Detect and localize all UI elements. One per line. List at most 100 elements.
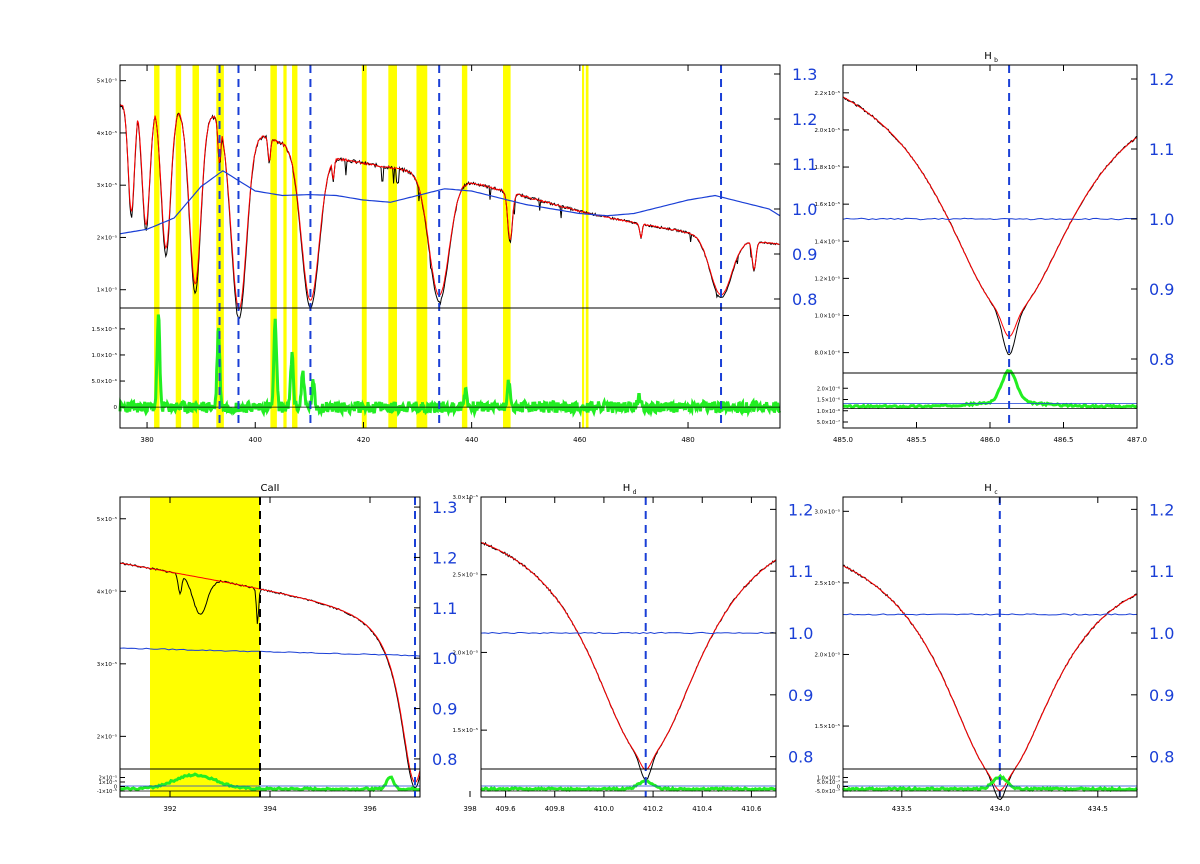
y-tick-label: 2.0×10⁻⁵ [815,651,840,658]
x-tick-label: 460 [573,436,586,444]
residual-y-tick-label: 2.0×10⁻⁶ [817,386,840,392]
y-tick-label: 2×10⁻⁵ [97,234,117,241]
panel-title: CaII [260,483,279,494]
right-y-tick-label: 0.8 [1149,350,1174,369]
residual-y-tick-label: 5.0×10⁻⁶ [92,378,118,385]
observed-spectrum-line [842,564,1138,801]
right-y-tick-label: 1.2 [792,110,817,129]
x-tick-label: 409.6 [496,805,517,813]
y-tick-label: 2.2×10⁻⁵ [815,90,840,97]
highlight-band [361,65,367,428]
right-y-tick-label: 1.1 [1149,562,1174,581]
panel-title: H [623,483,631,494]
y-tick-label: 5×10⁻⁵ [97,516,117,523]
x-tick-label: 485.0 [833,436,853,444]
x-tick-label: 486.0 [980,436,1000,444]
model-spectrum-line [842,565,1138,791]
residual-y-tick-label: 1.0×10⁻⁵ [92,352,117,359]
right-y-tick-label: 1.1 [1149,140,1174,159]
y-tick-label: 5×10⁻⁵ [97,78,117,85]
residual-y-tick-label: 0 [114,785,117,791]
right-y-tick-label: 1.1 [432,599,457,618]
highlight-band [582,65,585,428]
right-y-tick-label: 1.0 [1149,624,1174,643]
y-tick-label: 3×10⁻⁵ [97,661,117,668]
right-y-tick-label: 0.9 [1149,280,1174,299]
right-y-tick-label: 1.2 [788,500,813,519]
highlight-band [175,65,182,428]
residual-frame [480,768,777,798]
y-tick-label: 4×10⁻⁵ [97,588,117,595]
right-y-tick-label: 0.9 [792,245,817,264]
y-tick-label: 1.5×10⁻⁵ [453,727,478,734]
panel-title-subscript: d [633,489,637,496]
highlight-band [461,65,468,428]
highlight-band [150,497,260,797]
highlight-band [192,65,199,428]
y-tick-label: 3.0×10⁻⁵ [815,508,840,515]
highlight-band [388,65,397,428]
residual-y-tick-label: 1.5×10⁻⁵ [92,326,117,333]
y-tick-label: 1.4×10⁻⁵ [815,238,840,245]
y-tick-label: 3×10⁻⁵ [97,182,117,189]
residual-y-tick-label: 5.0×10⁻⁷ [817,780,840,786]
ratio-curve-line [119,647,421,657]
ratio-curve-line [480,631,777,635]
right-y-tick-label: 1.0 [432,649,457,668]
residual-y-tick-label: 0 [114,405,118,411]
x-tick-label: 396 [363,805,377,813]
y-tick-label: 8.0×10⁻⁶ [815,350,841,357]
right-y-tick-label: 0.9 [1149,686,1174,705]
residual-y-tick-label: 1.0×10⁻⁶ [817,776,840,782]
x-tick-label: 487.0 [1127,436,1147,444]
residual-y-tick-label: 1.0×10⁻⁶ [817,409,840,415]
x-tick-label: 480 [681,436,694,444]
x-tick-label: 380 [140,436,153,444]
y-tick-label: 4×10⁻⁵ [97,130,117,137]
x-tick-label: 486.5 [1053,436,1073,444]
x-tick-label: 440 [465,436,478,444]
y-tick-label: 1.6×10⁻⁵ [815,201,840,208]
right-y-tick-label: 1.3 [792,65,817,84]
right-y-tick-label: 0.9 [788,686,813,705]
residual-line [841,773,1139,793]
y-tick-label: 1×10⁻⁵ [97,287,117,294]
right-y-tick-label: 0.8 [432,750,457,769]
panel-title-subscript: c [994,489,997,496]
x-tick-label: 398 [463,805,476,813]
plot-frame [842,496,1138,770]
y-tick-label: 1.5×10⁻⁵ [815,723,840,730]
y-tick-label: 2.0×10⁻⁵ [453,649,478,656]
x-tick-label: 433.5 [892,805,912,813]
panel-title: H [984,51,992,62]
highlight-band [270,65,277,428]
y-tick-label: 1.2×10⁻⁵ [815,275,840,282]
x-tick-label: 420 [357,436,370,444]
x-tick-label: 434.5 [1088,805,1108,813]
model-spectrum-line [119,562,421,783]
highlight-band [416,65,428,428]
y-tick-label: 1.8×10⁻⁵ [815,164,840,171]
residual-line [118,314,782,419]
x-tick-label: 410.4 [692,805,713,813]
x-tick-label: 392 [163,805,176,813]
x-tick-label: 410.6 [741,805,762,813]
residual-y-tick-label: 1×10⁻⁵ [99,780,117,786]
model-spectrum-line [119,103,780,311]
x-tick-label: 400 [249,436,262,444]
highlight-band [154,65,160,428]
highlight-band [503,65,511,428]
highlight-band [585,65,589,428]
residual-y-tick-label: 1.5×10⁻⁶ [817,398,840,404]
highlight-band [283,65,287,428]
right-y-tick-label: 0.8 [1149,748,1174,767]
y-tick-label: 2×10⁻⁵ [97,733,117,740]
right-y-tick-label: 1.2 [432,548,457,567]
highlight-band [216,65,224,428]
right-y-tick-label: 1.1 [792,155,817,174]
right-y-tick-label: 1.2 [1149,500,1174,519]
residual-frame [119,307,781,429]
x-tick-label: 485.5 [906,436,926,444]
